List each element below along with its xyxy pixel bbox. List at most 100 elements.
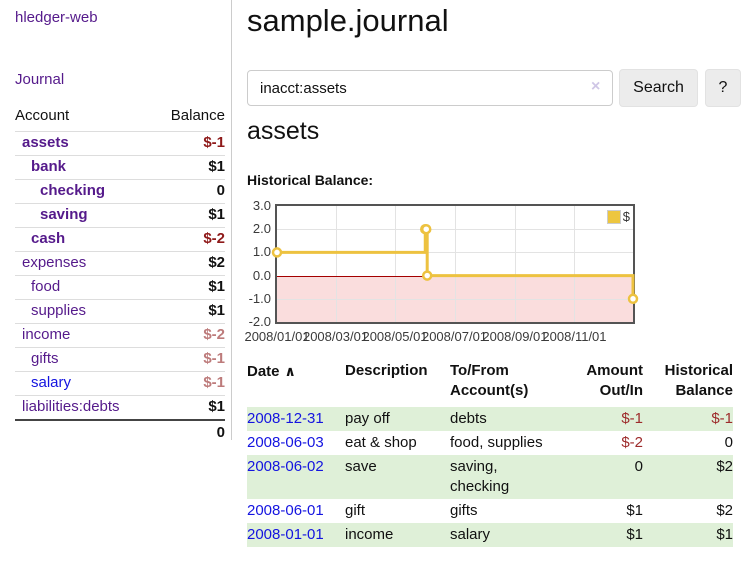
transaction-row: 2008-01-01 income salary $1 $1	[247, 523, 733, 547]
account-row: assets $-1	[15, 131, 225, 155]
sidebar-item-journal[interactable]: Journal	[15, 71, 65, 88]
sidebar-account-link[interactable]: expenses	[22, 254, 87, 271]
data-point	[271, 247, 283, 258]
y-axis-tick-label: -1.0	[248, 290, 271, 306]
account-row: liabilities:debts $1	[15, 395, 225, 419]
account-balance: $1	[208, 206, 225, 223]
page-title: sample.journal	[247, 3, 449, 38]
transaction-date-cell: 2008-06-02	[247, 455, 345, 499]
accounts-total-row: 0	[15, 419, 225, 445]
account-balance: $-1	[203, 134, 225, 151]
account-row: cash $-2	[15, 227, 225, 251]
search-input[interactable]	[247, 70, 613, 106]
transaction-row: 2008-12-31 pay off debts $-1 $-1	[247, 407, 733, 431]
sidebar-account-link[interactable]: liabilities:debts	[22, 398, 120, 415]
transaction-description-cell: income	[345, 523, 450, 547]
transaction-accounts-cell: salary	[450, 523, 558, 547]
transaction-amount-cell: $1	[558, 523, 643, 547]
register-column-header[interactable]: Date ∧	[247, 363, 296, 380]
transaction-date-cell: 2008-06-01	[247, 499, 345, 523]
search-button[interactable]: Search	[619, 69, 698, 107]
account-row: checking 0	[15, 179, 225, 203]
account-row: supplies $1	[15, 299, 225, 323]
chart-gridline	[335, 206, 337, 322]
x-axis-tick-label: 2008/07/01	[421, 329, 488, 344]
transaction-description-cell: pay off	[345, 407, 450, 431]
account-row: gifts $-1	[15, 347, 225, 371]
sidebar-account-link[interactable]: saving	[40, 206, 88, 223]
sidebar-account-link[interactable]: cash	[31, 230, 66, 247]
transaction-row: 2008-06-01 gift gifts $1 $2	[247, 499, 733, 523]
y-axis-tick-label: 0.0	[252, 267, 271, 283]
transaction-accounts-cell: gifts	[450, 502, 478, 519]
account-balance: $1	[208, 398, 225, 415]
x-axis-tick-label: 2008/09/01	[482, 329, 548, 344]
register-table-body: 2008-12-31 pay off debts $-1 $-1 2008-06-03 ea…	[247, 407, 733, 547]
account-balance: $-2	[203, 326, 225, 343]
sidebar-account-link[interactable]: income	[22, 326, 71, 343]
y-axis-tick-label: 1.0	[252, 244, 271, 260]
account-balance: $1	[208, 302, 225, 319]
transaction-amount-cell: $-2	[621, 434, 643, 451]
transaction-description-cell: save	[345, 455, 450, 499]
account-balance: $-1	[203, 374, 225, 391]
chart-gridline	[574, 206, 576, 322]
transaction-amount-cell: 0	[558, 455, 643, 499]
sidebar-account-link[interactable]: salary	[31, 374, 72, 391]
transaction-balance-cell: $2	[716, 502, 733, 519]
accounts-table: Account Balance assets $-1 bank $1 checking 0…	[15, 102, 225, 445]
transaction-date-link[interactable]: 2008-12-31	[247, 410, 324, 427]
y-axis-tick-label: 3.0	[252, 198, 271, 213]
register-column-header: Amount Out/In	[586, 362, 643, 399]
account-balance: $-2	[203, 230, 225, 247]
transaction-date-link[interactable]: 2008-06-01	[247, 502, 324, 519]
transaction-date-link[interactable]: 2008-01-01	[247, 526, 324, 543]
sidebar-account-link[interactable]: bank	[31, 158, 67, 175]
balance-line-series	[271, 223, 639, 305]
account-balance: $2	[208, 254, 225, 271]
sidebar-account-link[interactable]: food	[31, 278, 61, 295]
transaction-balance-cell: $1	[643, 523, 733, 547]
x-axis-tick-label: 2008/11/01	[542, 329, 607, 344]
sidebar: hledger-web Journal Account Balance asse…	[0, 0, 232, 441]
x-axis-tick-label: 2008/03/01	[302, 329, 369, 344]
account-rows: assets $-1 bank $1 checking 0 saving $1 cash $-2 e…	[15, 131, 225, 419]
historical-balance-chart: $ 3.0 2.0 1.0 0.0 -1.0 -2.0 2008/01/01 2008/03/…	[244, 196, 742, 356]
register-column-header: Historical Balance	[664, 362, 733, 399]
chart-title: Historical Balance:	[247, 172, 374, 188]
account-row: salary $-1	[15, 371, 225, 395]
main-content: sample.journal × Search ? assets Histori…	[244, 0, 742, 582]
data-point	[420, 223, 432, 235]
transaction-amount-cell: $-1	[558, 407, 643, 431]
account-balance: $1	[208, 278, 225, 295]
sidebar-account-link[interactable]: checking	[40, 182, 106, 199]
transaction-date-link[interactable]: 2008-06-03	[247, 434, 324, 451]
chart-legend: $	[606, 209, 630, 224]
sidebar-account-link[interactable]: assets	[22, 134, 69, 151]
register-table-head: Date ∧ Description To/From Account(s) Amount…	[247, 359, 733, 407]
legend-series-label: $	[622, 209, 630, 224]
transaction-balance-cell: 0	[724, 434, 733, 451]
account-balance: $-1	[203, 350, 225, 367]
transaction-accounts-cell: debts	[450, 407, 558, 431]
y-axis-tick-label: -2.0	[248, 314, 271, 329]
account-balance: $1	[208, 158, 225, 175]
chart-gridline	[454, 206, 456, 322]
account-row: expenses $2	[15, 251, 225, 275]
account-row: saving $1	[15, 203, 225, 227]
accounts-header-balance: Balance	[170, 107, 225, 124]
sidebar-account-link[interactable]: gifts	[31, 350, 59, 367]
app-brand-link[interactable]: hledger-web	[15, 9, 98, 26]
sidebar-account-link[interactable]: supplies	[31, 302, 87, 319]
clear-search-icon[interactable]: ×	[591, 78, 601, 95]
legend-series-swatch	[606, 209, 621, 224]
help-button[interactable]: ?	[705, 69, 741, 107]
transaction-date-link[interactable]: 2008-06-02	[247, 458, 324, 475]
chart-plot-area: $	[271, 204, 639, 324]
search-form: × Search ?	[247, 69, 742, 109]
sort-ascending-icon: ∧	[284, 363, 296, 379]
transaction-balance-cell: $-1	[643, 407, 733, 431]
account-heading: assets	[247, 117, 320, 145]
register-column-header: Description	[345, 362, 428, 379]
account-balance: 0	[216, 182, 225, 199]
